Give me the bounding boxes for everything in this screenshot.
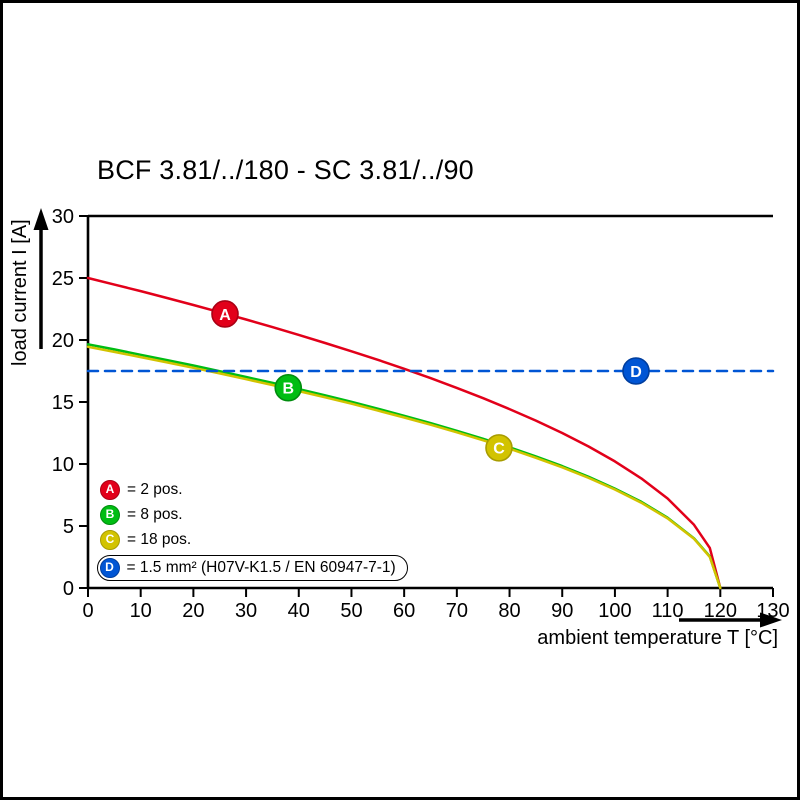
x-tick-label: 120 <box>704 600 737 622</box>
x-tick-label: 110 <box>652 600 684 622</box>
legend-label-C: = 18 pos. <box>127 531 192 548</box>
x-tick-label: 100 <box>598 600 631 622</box>
legend-marker-C: C <box>100 530 120 550</box>
y-axis-arrow-icon <box>33 208 49 230</box>
curve-marker-D <box>622 357 650 385</box>
curve-marker-letter-C: C <box>493 441 505 458</box>
legend-label-D: = 1.5 mm² (H07V-K1.5 / EN 60947-7-1) <box>126 559 396 576</box>
legend-item-B: B = 8 pos. <box>100 505 183 525</box>
x-tick-label: 0 <box>82 600 93 622</box>
legend-label-B: = 8 pos. <box>127 506 183 523</box>
legend-item-D: D = 1.5 mm² (H07V-K1.5 / EN 60947-7-1) <box>96 555 408 581</box>
x-tick-label: 70 <box>446 600 468 622</box>
chart-legend: A = 2 pos. B = 8 pos. C = 18 pos. D = 1.5 mm² (… <box>96 480 408 581</box>
x-tick-label: 50 <box>340 600 362 622</box>
legend-item-A: A = 2 pos. <box>100 480 183 500</box>
x-tick-label: 30 <box>235 600 257 622</box>
x-tick-label: 60 <box>393 600 415 622</box>
y-tick-label: 30 <box>52 206 74 228</box>
curve-marker-A <box>211 300 239 328</box>
legend-marker-B: B <box>100 505 120 525</box>
x-tick-label: 20 <box>182 600 204 622</box>
y-tick-label: 5 <box>63 516 74 538</box>
legend-item-C: C = 18 pos. <box>100 530 191 550</box>
legend-marker-D: D <box>99 558 120 578</box>
chart-title: BCF 3.81/../180 - SC 3.81/../90 <box>97 155 474 185</box>
x-tick-label: 10 <box>130 600 152 622</box>
x-axis-arrow-icon <box>760 612 782 628</box>
y-tick-label: 15 <box>52 392 74 414</box>
legend-marker-A: A <box>100 480 120 500</box>
curve-C <box>86 345 722 590</box>
legend-label-A: = 2 pos. <box>127 481 183 498</box>
x-tick-label: 80 <box>498 600 520 622</box>
x-tick-label: 90 <box>551 600 573 622</box>
y-tick-label: 25 <box>52 268 74 290</box>
curve-marker-letter-B: B <box>282 381 294 398</box>
curve-marker-letter-A: A <box>219 307 231 324</box>
x-tick-label: 40 <box>288 600 310 622</box>
y-tick-label: 10 <box>52 454 74 476</box>
curve-marker-C <box>485 434 513 462</box>
y-tick-label: 20 <box>52 330 74 352</box>
x-axis-label: ambient temperature T [°C] <box>537 627 778 649</box>
curve-marker-B <box>274 373 303 402</box>
y-tick-label: 0 <box>63 578 74 600</box>
curve-marker-letter-D: D <box>630 364 642 381</box>
curve-A <box>86 276 722 590</box>
chart-canvas: 0 5 10 15 20 25 30 0 10 20 30 40 50 60 70 80 90 100 110 120… <box>33 206 790 628</box>
